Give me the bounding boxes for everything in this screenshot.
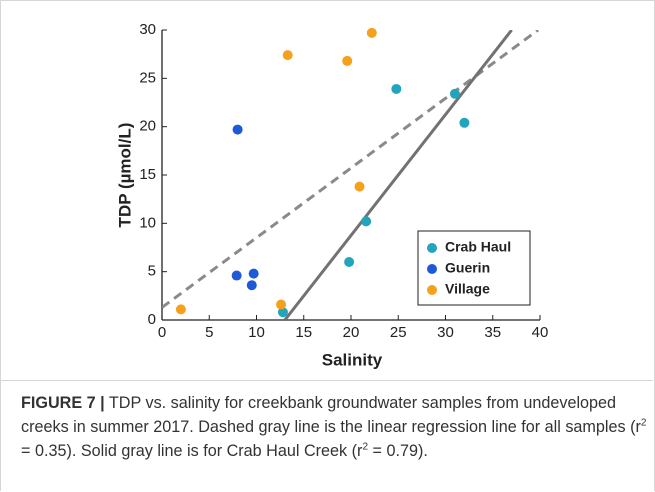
x-tick-label: 0 bbox=[158, 324, 166, 341]
x-tick-label: 20 bbox=[343, 324, 360, 341]
point bbox=[449, 88, 460, 99]
regression-line bbox=[162, 30, 540, 309]
x-tick-label: 35 bbox=[484, 324, 501, 341]
y-tick-label: 20 bbox=[139, 118, 156, 135]
x-tick-label: 15 bbox=[295, 324, 312, 341]
point bbox=[459, 117, 470, 128]
point bbox=[248, 268, 259, 279]
y-tick-label: 5 bbox=[148, 263, 156, 280]
x-tick-label: 30 bbox=[437, 324, 454, 341]
y-tick-label: 25 bbox=[139, 69, 156, 86]
x-tick-label: 40 bbox=[532, 324, 549, 341]
point bbox=[282, 50, 293, 61]
point bbox=[231, 270, 242, 281]
y-axis-label: TDP (µmol/L) bbox=[115, 123, 134, 228]
legend-marker bbox=[427, 243, 437, 253]
caption-label: FIGURE 7 | bbox=[21, 394, 105, 412]
point bbox=[391, 83, 402, 94]
x-tick-label: 25 bbox=[390, 324, 407, 341]
legend-label: Crab Haul bbox=[445, 239, 511, 255]
caption: FIGURE 7 | TDP vs. salinity for creekban… bbox=[0, 380, 653, 463]
point bbox=[344, 257, 355, 267]
y-tick-label: 15 bbox=[139, 166, 156, 183]
caption-text: = 0.79). bbox=[368, 442, 428, 460]
point bbox=[366, 27, 377, 38]
legend-label: Guerin bbox=[445, 260, 490, 276]
chart: Salinity TDP (µmol/L) 0 5 10 15 20 25 30 35 40 0 5… bbox=[115, 21, 549, 370]
caption-sup: 2 bbox=[640, 417, 647, 429]
x-tick-label: 5 bbox=[205, 324, 213, 341]
y-tick-label: 30 bbox=[139, 21, 156, 38]
point bbox=[277, 307, 288, 318]
x-axis-label: Salinity bbox=[322, 350, 383, 369]
point bbox=[276, 299, 287, 310]
legend-marker bbox=[427, 264, 437, 274]
point bbox=[246, 280, 257, 291]
point bbox=[232, 124, 243, 135]
legend-label: Village bbox=[445, 281, 490, 297]
regression-line bbox=[283, 30, 513, 320]
point bbox=[175, 304, 186, 315]
caption-text: TDP vs. salinity for creekbank groundwat… bbox=[21, 394, 641, 436]
legend-marker bbox=[427, 285, 437, 295]
y-tick-label: 10 bbox=[139, 214, 156, 231]
caption-text: = 0.35). Solid gray line is for Crab Hau… bbox=[21, 442, 363, 460]
caption-sup: 2 bbox=[362, 441, 368, 453]
point bbox=[354, 181, 365, 192]
point bbox=[342, 55, 353, 66]
y-tick-label: 0 bbox=[148, 311, 156, 328]
point bbox=[361, 216, 372, 227]
x-tick-label: 10 bbox=[248, 324, 265, 341]
